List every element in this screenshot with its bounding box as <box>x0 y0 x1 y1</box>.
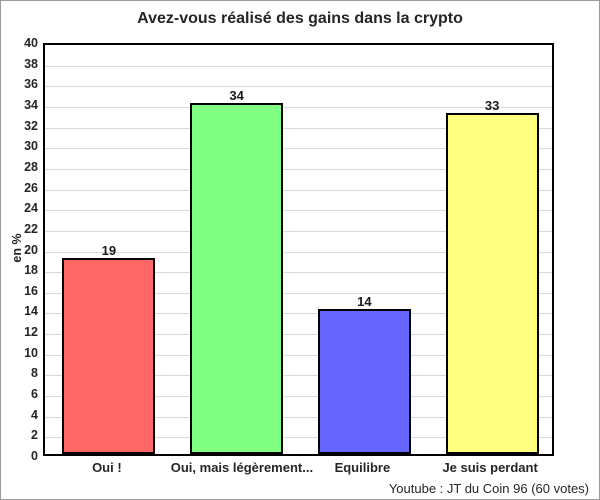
gridline <box>45 230 552 232</box>
bar-value-label: 33 <box>484 98 500 114</box>
y-tick-label: 18 <box>24 263 38 278</box>
gridline <box>45 437 552 439</box>
gridline <box>45 127 552 129</box>
source-credit: Youtube : JT du Coin 96 (60 votes) <box>388 481 589 496</box>
plot-area: 19 34 14 33 <box>43 43 554 456</box>
chart-title: Avez-vous réalisé des gains dans la cryp… <box>137 10 463 27</box>
y-axis-ticks: 0 2 4 6 8 10 12 14 16 18 20 22 24 26 28 30 32 34 36 38 40 <box>1 36 38 463</box>
gridline <box>45 106 552 108</box>
x-category-label: Oui ! <box>92 460 122 475</box>
y-tick-label: 26 <box>24 180 38 195</box>
x-category-label: Oui, mais légèrement... <box>170 460 314 475</box>
gridline <box>45 313 552 315</box>
gridline <box>45 251 552 253</box>
y-tick-label: 14 <box>24 304 38 319</box>
y-tick-label: 36 <box>24 77 38 92</box>
bar-value-label: 19 <box>101 242 117 258</box>
bar-0[interactable] <box>62 257 156 454</box>
gridline <box>45 189 552 191</box>
bar-3[interactable] <box>445 113 539 454</box>
bar-value-label: 34 <box>229 87 244 103</box>
gridline <box>45 86 552 88</box>
y-tick-label: 6 <box>31 387 38 402</box>
bar-1[interactable] <box>190 102 284 454</box>
y-tick-label: 34 <box>24 97 38 112</box>
y-tick-label: 22 <box>24 221 38 236</box>
x-category-label: Je suis perdant <box>442 460 538 475</box>
gridline <box>45 416 552 418</box>
x-axis-categories: Oui ! Oui, mais légèrement... Equilibre Je … <box>43 460 554 478</box>
gridline <box>45 396 552 398</box>
y-tick-label: 10 <box>24 345 38 360</box>
gridline <box>45 292 552 294</box>
gridline <box>45 65 552 67</box>
y-tick-label: 2 <box>31 428 38 443</box>
y-tick-label: 16 <box>24 283 38 298</box>
gridline <box>45 334 552 336</box>
gridline <box>45 168 552 170</box>
gridline <box>45 354 552 356</box>
y-tick-label: 20 <box>24 242 38 257</box>
y-tick-label: 28 <box>24 159 38 174</box>
y-tick-label: 32 <box>24 118 38 133</box>
gridline <box>45 375 552 377</box>
y-tick-label: 0 <box>31 449 38 463</box>
gridline <box>45 210 552 212</box>
y-tick-label: 38 <box>24 56 38 71</box>
y-tick-label: 24 <box>24 201 38 216</box>
gridline <box>45 148 552 150</box>
y-tick-label: 8 <box>31 366 38 381</box>
y-tick-label: 12 <box>24 325 38 340</box>
y-tick-label: 4 <box>31 407 38 422</box>
y-tick-label: 40 <box>24 36 38 50</box>
bar-2[interactable] <box>317 309 411 454</box>
gridline <box>45 272 552 274</box>
bar-value-label: 14 <box>357 294 372 310</box>
y-tick-label: 30 <box>24 139 38 154</box>
x-category-label: Equilibre <box>334 460 391 475</box>
